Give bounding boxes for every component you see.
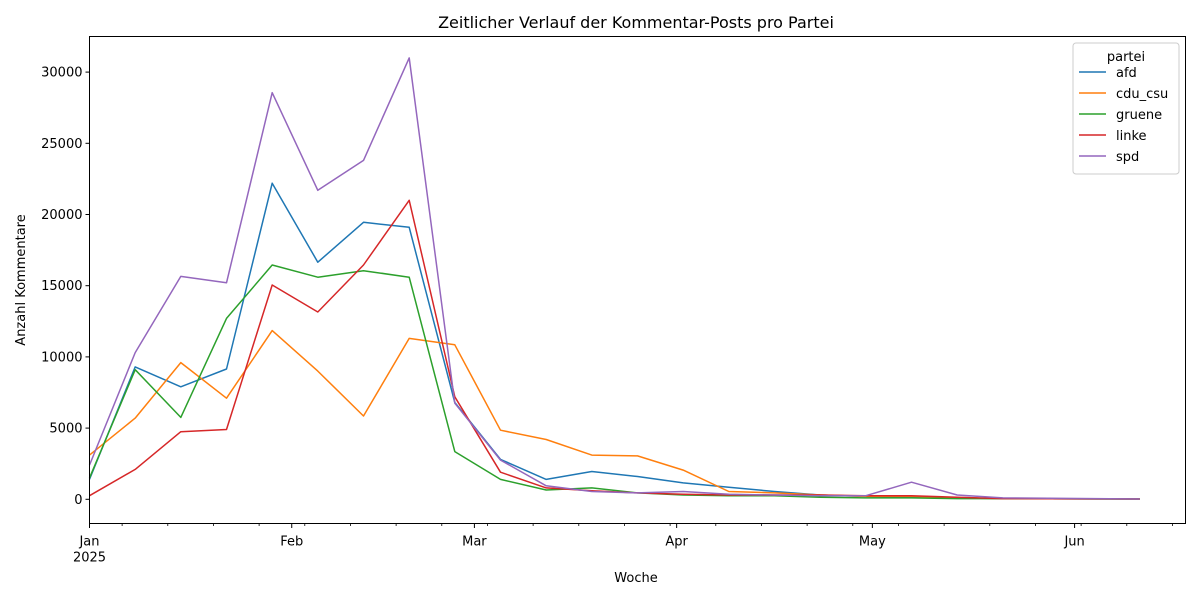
series-line-gruene: [88, 264, 1140, 500]
x-tick-label: Mar: [462, 535, 487, 550]
y-tick-label: 10000: [41, 350, 82, 365]
chart-title: Zeitlicher Verlauf der Kommentar-Posts p…: [438, 13, 834, 32]
x-tick-year-label: 2025: [73, 551, 106, 566]
legend-label-cdu_csu: cdu_csu: [1116, 87, 1168, 102]
series-line-afd: [88, 182, 1140, 500]
legend-label-spd: spd: [1116, 150, 1139, 165]
x-tick-label: Jan: [78, 535, 99, 550]
y-tick-label: 30000: [41, 66, 82, 81]
x-tick-label: Apr: [665, 535, 688, 550]
y-tick-label: 15000: [41, 279, 82, 294]
x-tick-label: Jun: [1063, 535, 1084, 550]
series-line-linke: [89, 199, 1140, 500]
series-line-spd: [88, 57, 1140, 500]
legend-label-afd: afd: [1116, 66, 1137, 81]
y-tick-label: 20000: [41, 208, 82, 223]
legend-label-gruene: gruene: [1116, 108, 1162, 123]
x-tick-label: Feb: [280, 535, 303, 550]
legend-label-linke: linke: [1116, 129, 1147, 144]
y-tick-label: 25000: [41, 137, 82, 152]
y-tick-label: 0: [74, 493, 82, 508]
y-axis-label: Anzahl Kommentare: [14, 214, 29, 345]
y-tick-label: 5000: [49, 422, 82, 437]
plot-frame: [89, 36, 1186, 524]
x-tick-label: May: [859, 535, 886, 550]
y-axis: 0 5000 10000 15000 20000 25000 30000: [41, 66, 90, 508]
legend-title: partei: [1107, 50, 1145, 65]
x-axis-label: Woche: [614, 571, 657, 586]
legend-box: [1072, 42, 1180, 175]
plot-area: [88, 57, 1140, 500]
